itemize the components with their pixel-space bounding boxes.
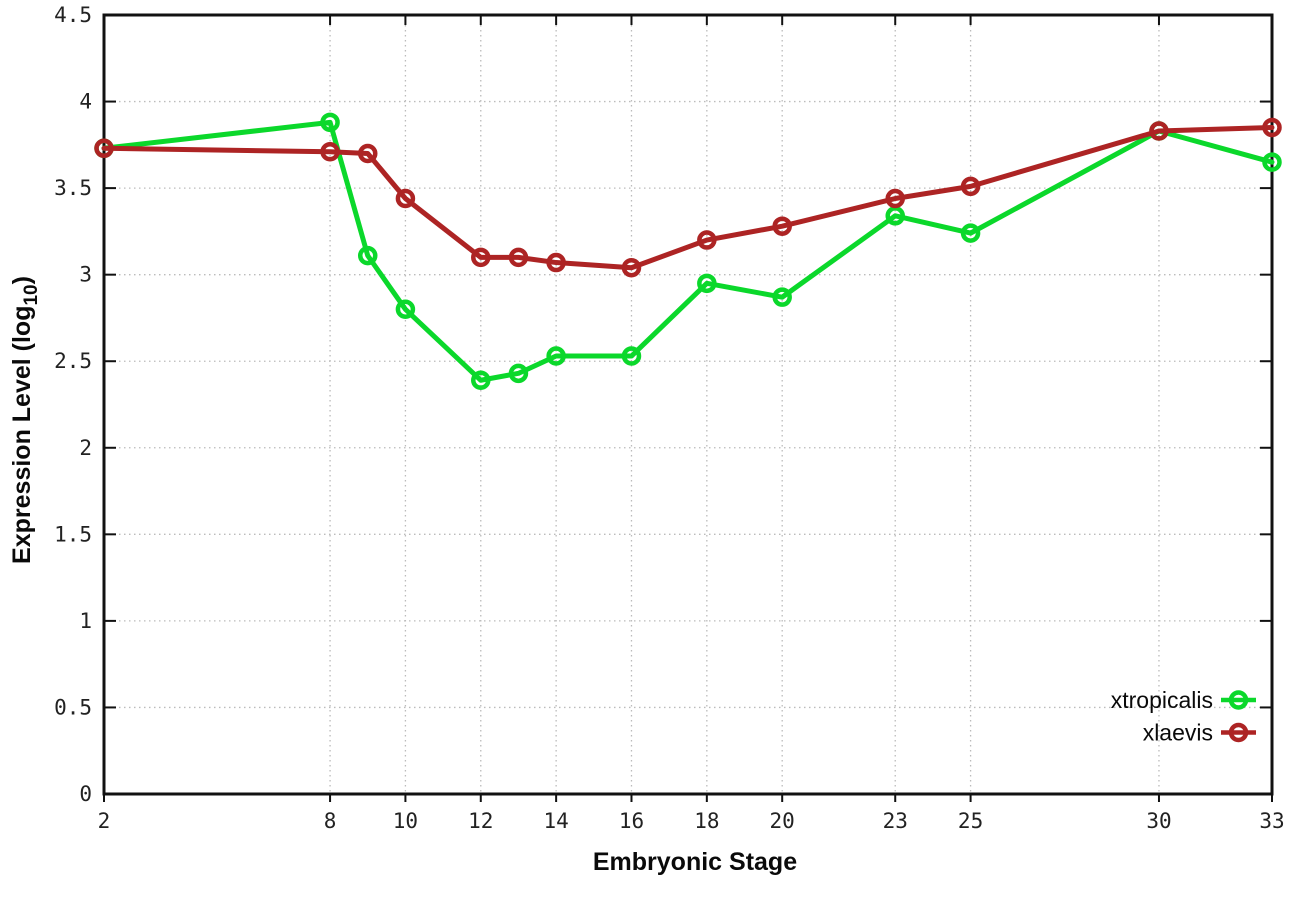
data-point-xtropicalis: [621, 346, 642, 366]
x-axis-title: Embryonic Stage: [593, 848, 797, 876]
series-line-xtropicalis: [101, 119, 1275, 383]
y-tick-label: 3: [79, 263, 92, 287]
legend-sample-marker: [1228, 690, 1249, 710]
y-tick-label: 2: [79, 436, 92, 460]
data-point-xlaevis: [508, 247, 529, 268]
data-point-xlaevis: [960, 176, 981, 197]
legend-label-xlaevis: xlaevis: [1143, 720, 1213, 746]
x-tick-label: 14: [543, 809, 568, 833]
series-line-xlaevis: [101, 125, 1275, 271]
y-tick-label: 0.5: [54, 695, 92, 719]
data-point-xlaevis: [357, 143, 378, 164]
gridlines: [104, 15, 1272, 794]
data-point-xtropicalis: [508, 363, 529, 384]
x-tick-label: 33: [1259, 809, 1284, 833]
data-point-xtropicalis: [960, 223, 981, 243]
data-point-xlaevis: [697, 230, 717, 250]
legend-entry-xtropicalis: xtropicalis: [1111, 687, 1256, 713]
y-tick-label: 2.5: [54, 349, 92, 373]
y-tick-label: 0: [79, 782, 92, 806]
data-point-xlaevis: [885, 188, 905, 209]
legend-entry-xlaevis: xlaevis: [1143, 720, 1256, 746]
data-point-xlaevis: [395, 188, 416, 209]
data-point-xlaevis: [320, 142, 340, 162]
data-point-xtropicalis: [320, 112, 340, 133]
data-point-xtropicalis: [1262, 152, 1282, 172]
legend-sample-marker: [1228, 722, 1249, 743]
data-point-xtropicalis: [697, 273, 717, 294]
data-point-xlaevis: [94, 138, 114, 159]
data-point-xlaevis: [471, 247, 491, 268]
data-point-xtropicalis: [772, 287, 792, 307]
data-point-xtropicalis: [885, 206, 905, 226]
x-tick-label: 12: [468, 809, 493, 833]
series-xtropicalis: [94, 112, 1282, 391]
data-point-xtropicalis: [395, 299, 416, 320]
data-point-xlaevis: [1262, 117, 1282, 138]
y-tick-label: 1: [79, 609, 92, 633]
plot-border: [102, 13, 1274, 796]
data-point-xlaevis: [1149, 121, 1169, 141]
series-xlaevis: [94, 117, 1282, 278]
data-series: [94, 112, 1282, 391]
x-tick-label: 30: [1146, 809, 1171, 833]
x-tick-label: 20: [770, 809, 795, 833]
legend: xtropicalis xlaevis: [1111, 687, 1256, 746]
x-tick-label: 2: [98, 809, 111, 833]
data-point-xtropicalis: [471, 370, 491, 391]
x-tick-label: 8: [324, 809, 337, 833]
y-tick-label: 1.5: [54, 522, 92, 546]
data-point-xlaevis: [546, 252, 566, 273]
x-tick-label: 25: [958, 809, 983, 833]
y-axis-title: Expression Level (log10): [8, 276, 42, 564]
data-point-xtropicalis: [357, 245, 378, 266]
y-tick-label: 4.5: [54, 3, 92, 27]
x-tick-label: 18: [694, 809, 719, 833]
x-tick-label: 23: [883, 809, 908, 833]
axes: 2 8 10 12 14 16 18 20 23 25 30 33 0 0.5 1 1.5 2 2.5 3 3.5 4 4…: [54, 3, 1285, 833]
data-point-xtropicalis: [546, 346, 566, 366]
data-point-xlaevis: [621, 257, 642, 278]
x-tick-label: 10: [393, 809, 418, 833]
y-tick-label: 4: [79, 90, 92, 114]
y-tick-label: 3.5: [54, 176, 92, 200]
data-point-xlaevis: [772, 216, 792, 236]
x-tick-label: 16: [619, 809, 644, 833]
legend-label-xtropicalis: xtropicalis: [1111, 687, 1213, 713]
